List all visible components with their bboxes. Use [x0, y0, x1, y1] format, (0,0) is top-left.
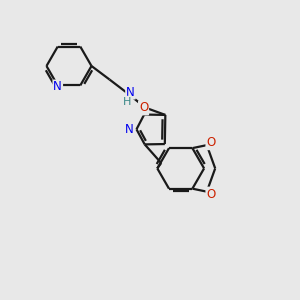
Text: N: N [53, 80, 62, 94]
Text: H: H [122, 97, 131, 107]
Text: N: N [126, 85, 135, 99]
Text: N: N [124, 123, 134, 136]
Text: O: O [139, 101, 148, 115]
Text: O: O [206, 136, 216, 149]
Text: O: O [206, 188, 216, 201]
